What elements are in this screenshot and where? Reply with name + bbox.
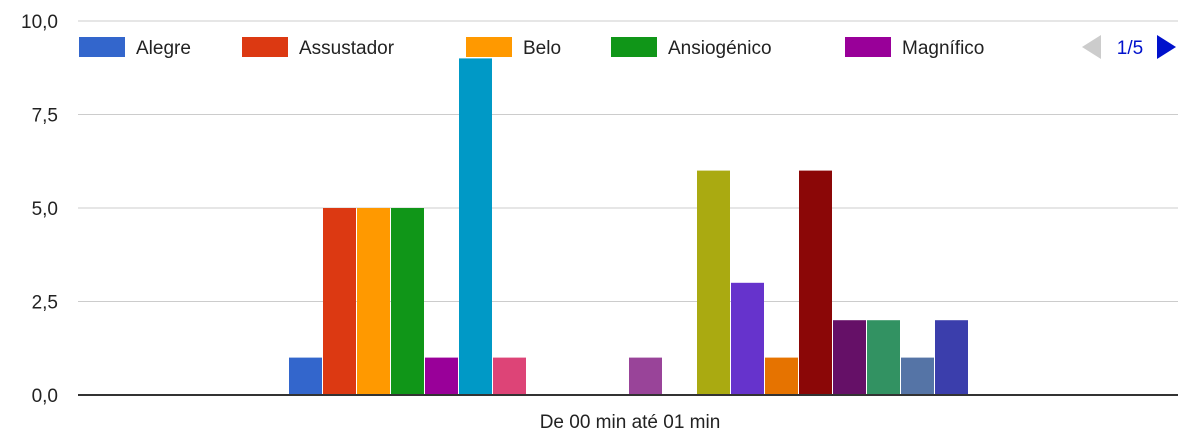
bar[interactable] xyxy=(731,282,764,395)
bars xyxy=(289,58,968,396)
bar[interactable] xyxy=(493,357,526,395)
legend-label: Magnífico xyxy=(902,38,984,59)
bar[interactable] xyxy=(629,357,662,395)
bar[interactable] xyxy=(323,208,356,395)
bar[interactable] xyxy=(425,357,458,395)
bar[interactable] xyxy=(833,320,866,395)
bar[interactable] xyxy=(289,357,322,395)
y-tick-label: 7,5 xyxy=(32,106,58,127)
legend-pager: 1/5 xyxy=(1082,35,1176,59)
bar[interactable] xyxy=(867,320,900,395)
legend-label: Assustador xyxy=(299,38,395,59)
legend-swatch xyxy=(79,37,125,57)
gridlines xyxy=(78,20,1178,302)
y-tick-label: 2,5 xyxy=(32,293,58,314)
bar[interactable] xyxy=(697,170,730,395)
y-tick-label: 0,0 xyxy=(32,386,58,407)
legend-swatch xyxy=(845,37,891,57)
legend-swatch xyxy=(611,37,657,57)
bar[interactable] xyxy=(799,170,832,395)
legend-page-indicator: 1/5 xyxy=(1117,38,1143,59)
x-category-label: De 00 min até 01 min xyxy=(540,412,721,433)
legend-label: Belo xyxy=(523,38,561,59)
legend-swatch xyxy=(242,37,288,57)
legend: Alegre Assustador Belo Ansiogénico Magnífico xyxy=(79,37,984,59)
legend-label: Alegre xyxy=(136,38,191,59)
bar[interactable] xyxy=(935,320,968,395)
legend-swatch xyxy=(466,37,512,57)
y-tick-label: 5,0 xyxy=(32,199,58,220)
legend-next-icon[interactable] xyxy=(1157,35,1176,59)
legend-label: Ansiogénico xyxy=(668,38,772,59)
bar[interactable] xyxy=(459,58,492,396)
bar[interactable] xyxy=(765,357,798,395)
legend-prev-icon[interactable] xyxy=(1082,35,1101,59)
bar[interactable] xyxy=(357,208,390,395)
bar[interactable] xyxy=(901,357,934,395)
bar[interactable] xyxy=(391,208,424,395)
y-axis-tick-labels: 0,0 2,5 5,0 7,5 10,0 xyxy=(21,12,58,407)
y-tick-label: 10,0 xyxy=(21,12,58,33)
